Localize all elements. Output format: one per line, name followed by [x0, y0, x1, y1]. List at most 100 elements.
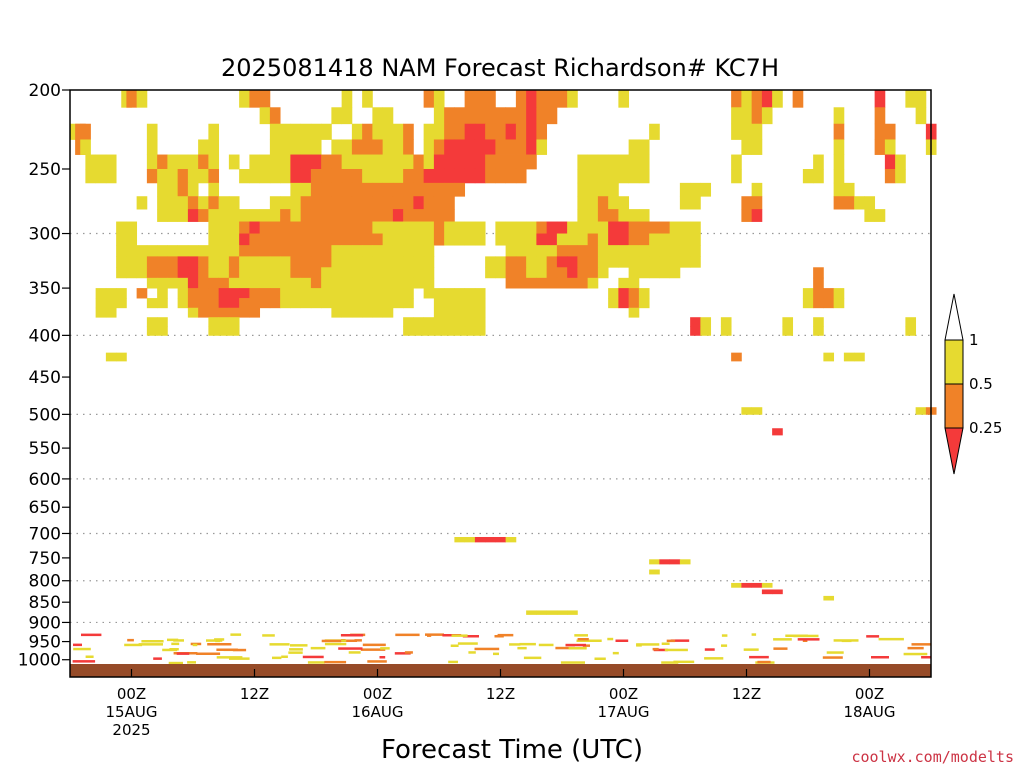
surface-band: [866, 635, 880, 638]
ri-cell: [249, 267, 261, 279]
surface-band: [749, 655, 769, 659]
ri-cell: [751, 209, 763, 222]
ri-cell: [382, 139, 394, 155]
ri-cell: [720, 317, 732, 327]
ri-cell: [659, 559, 671, 565]
surface-band: [324, 642, 347, 646]
ri-cell: [444, 317, 455, 327]
ri-cell: [372, 256, 384, 268]
ri-cell: [464, 123, 476, 140]
ri-cell: [618, 277, 630, 289]
ri-cell: [690, 233, 701, 246]
ri-cell: [310, 196, 322, 210]
ri-cell: [259, 267, 271, 279]
ri-cell: [300, 288, 312, 299]
ri-cell: [280, 256, 291, 268]
ri-cell: [300, 277, 312, 289]
surface-band: [338, 647, 363, 650]
legend-arrow-top: [944, 293, 964, 341]
ri-cell: [608, 182, 619, 197]
ri-cell: [177, 245, 189, 257]
ri-cell: [731, 168, 742, 184]
surface-band: [272, 656, 282, 660]
ri-cell: [269, 221, 281, 234]
ri-cell: [382, 107, 394, 125]
ri-cell: [300, 168, 312, 184]
ri-cell: [444, 107, 455, 125]
surface-band: [176, 652, 190, 655]
surface-band: [81, 633, 102, 637]
ri-cell: [198, 307, 209, 318]
ri-cell: [198, 139, 209, 155]
ri-cell: [731, 90, 742, 108]
ri-cell: [249, 256, 261, 268]
ri-cell: [454, 221, 466, 234]
ri-cell: [628, 245, 640, 257]
ri-cell: [177, 267, 189, 279]
ri-cell: [280, 196, 291, 210]
surface-band: [214, 638, 225, 641]
ri-cell: [126, 221, 138, 234]
ri-cell: [833, 107, 845, 125]
ri-cell: [618, 245, 630, 257]
legend-swatch-yellow: [944, 339, 964, 385]
ri-cell: [249, 288, 261, 299]
x-tick-label: 00Z: [117, 685, 146, 703]
ri-cell: [239, 221, 250, 234]
ri-cell: [95, 288, 107, 299]
ri-cell: [741, 139, 753, 155]
ri-cell: [474, 139, 486, 155]
ri-cell: [536, 139, 548, 155]
surface-band: [153, 657, 162, 660]
ri-cell: [618, 288, 630, 299]
ri-cell: [638, 256, 650, 268]
ri-cell: [177, 209, 189, 222]
ri-cell: [392, 123, 404, 140]
ri-cell: [905, 317, 917, 327]
ri-cell: [321, 123, 332, 140]
ri-cell: [198, 168, 209, 184]
ri-cell: [310, 221, 322, 234]
ri-cell: [362, 154, 373, 170]
ri-cell: [608, 196, 619, 210]
ri-cell: [146, 277, 158, 289]
surface-band: [462, 635, 479, 638]
ri-cell: [249, 277, 261, 289]
ri-cell: [167, 154, 179, 170]
ri-cell: [310, 209, 322, 222]
ri-cell: [474, 536, 486, 543]
ri-cell: [167, 196, 179, 210]
ri-cell: [843, 352, 855, 362]
surface-band: [797, 638, 820, 641]
ri-cell: [321, 288, 332, 299]
ri-cell: [259, 107, 271, 125]
surface-band: [307, 661, 325, 664]
ri-cell: [259, 277, 271, 289]
ri-cell: [679, 182, 691, 197]
ri-cell: [105, 288, 117, 299]
ri-cell: [341, 288, 353, 299]
y-tick-label: 200: [29, 81, 61, 101]
ri-cell: [177, 277, 189, 289]
ri-cell: [526, 154, 537, 170]
ri-cell: [526, 139, 537, 155]
ri-cell: [95, 307, 107, 318]
ri-cell: [433, 168, 445, 184]
ri-cell: [526, 245, 537, 257]
ri-cell: [177, 168, 189, 184]
ri-cell: [208, 298, 220, 309]
ri-cell: [167, 168, 179, 184]
ri-cell: [341, 90, 353, 108]
ri-cell: [433, 307, 445, 318]
ri-cell: [218, 267, 230, 279]
ri-cell: [905, 90, 917, 108]
ri-cell: [608, 209, 619, 222]
ri-cell: [874, 139, 886, 155]
ri-cell: [228, 154, 240, 170]
ri-cell: [228, 326, 240, 336]
ri-cell: [290, 182, 302, 197]
ri-cell: [536, 256, 548, 268]
ri-cell: [362, 288, 373, 299]
ri-cell: [802, 168, 814, 184]
ri-cell: [577, 154, 589, 170]
